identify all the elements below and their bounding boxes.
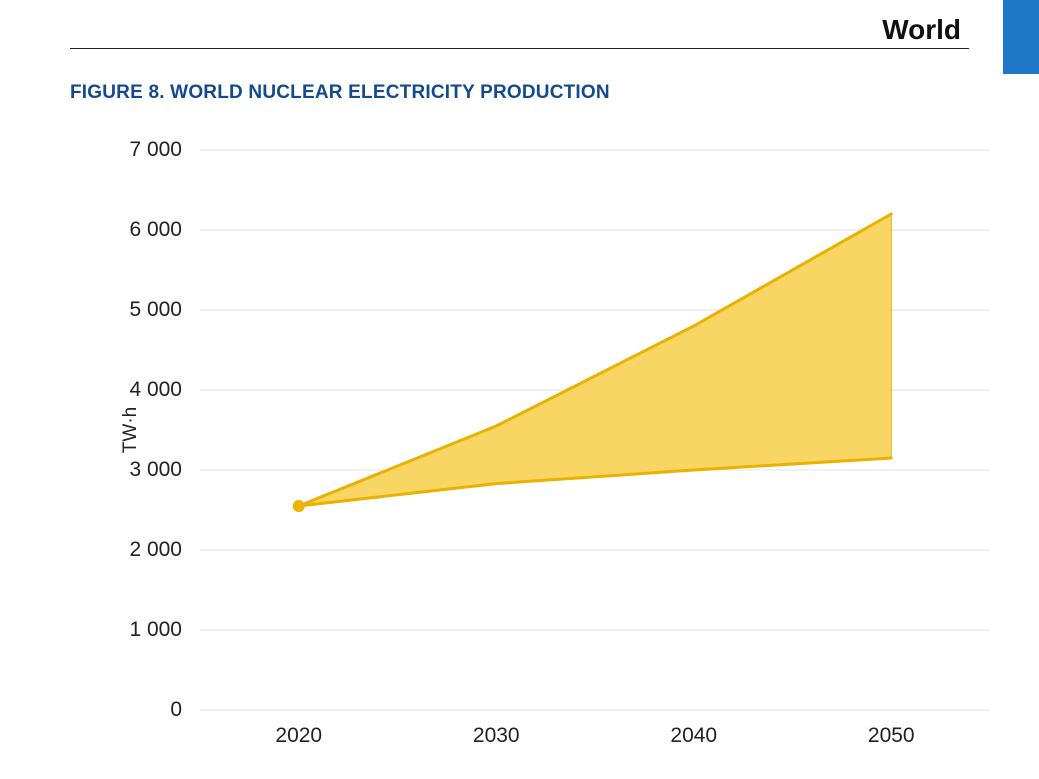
x-tick-label: 2040 <box>670 724 717 748</box>
plot-area <box>70 120 1000 760</box>
y-tick-label: 4 000 <box>70 378 182 402</box>
page-region-title: World <box>882 14 961 46</box>
header-rule <box>70 48 969 49</box>
x-tick-label: 2050 <box>868 724 915 748</box>
page: World FIGURE 8. WORLD NUCLEAR ELECTRICIT… <box>0 0 1039 779</box>
y-tick-label: 5 000 <box>70 298 182 322</box>
x-tick-label: 2020 <box>275 724 322 748</box>
header-accent-tab <box>1003 0 1039 74</box>
figure-title: FIGURE 8. WORLD NUCLEAR ELECTRICITY PROD… <box>70 82 610 104</box>
y-tick-label: 0 <box>70 698 182 722</box>
y-tick-label: 7 000 <box>70 138 182 162</box>
y-tick-label: 6 000 <box>70 218 182 242</box>
chart: TW·h 0 1 000 2 000 3 000 4 000 5 000 6 000 7 00… <box>70 120 1000 760</box>
y-tick-label: 2 000 <box>70 538 182 562</box>
x-tick-label: 2030 <box>473 724 520 748</box>
y-axis-label: TW·h <box>120 407 142 453</box>
y-tick-label: 3 000 <box>70 458 182 482</box>
y-tick-label: 1 000 <box>70 618 182 642</box>
